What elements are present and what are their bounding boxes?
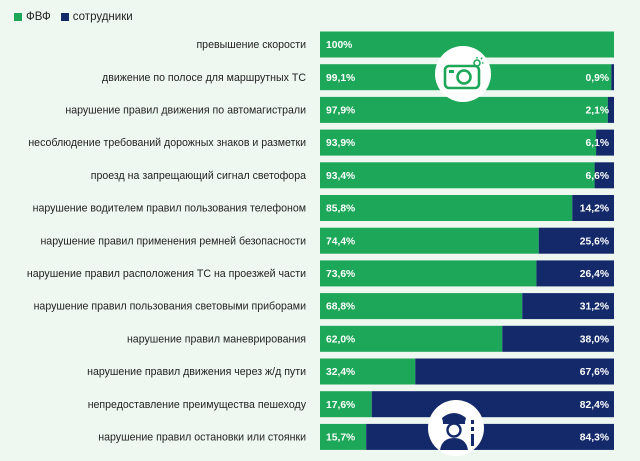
category-label: проезд на запрещающий сигнал светофора	[91, 170, 306, 182]
bar-staff	[366, 423, 614, 450]
bar-row: нарушение правил остановки или стоянки 15…	[98, 423, 614, 450]
data-label-fvf: 97,9%	[326, 106, 355, 117]
bar-row: движение по полосе для маршрутных ТС 99,1…	[102, 64, 614, 91]
bar-row: нарушение правил движения по автомагистр…	[65, 96, 614, 123]
data-label-fvf: 93,4%	[326, 171, 355, 182]
data-label-fvf: 100%	[326, 40, 352, 51]
legend-swatch-fvf	[14, 13, 22, 21]
bar-staff	[538, 227, 614, 254]
chart-legend: ФВФ сотрудники	[14, 11, 133, 23]
category-label: несоблюдение требований дорожных знаков …	[28, 137, 306, 149]
bar-row: проезд на запрещающий сигнал светофора 93…	[91, 162, 614, 189]
bar-fvf	[320, 162, 595, 189]
category-label: превышение скорости	[196, 39, 306, 51]
bar-fvf	[320, 195, 573, 221]
bar-fvf	[320, 391, 372, 418]
bar-row: нарушение правил применения ремней безоп…	[40, 227, 614, 254]
bar-row: нарушение правил маневрирования 62,0% 38,0…	[127, 325, 614, 352]
data-label-staff: 25,6%	[580, 236, 609, 247]
data-label-staff: 67,6%	[580, 367, 609, 378]
data-label-fvf: 68,8%	[326, 302, 355, 313]
category-label: нарушение правил расположения ТС на прое…	[27, 268, 306, 280]
data-label-fvf: 15,7%	[326, 433, 355, 444]
data-label-fvf: 74,4%	[326, 236, 355, 247]
bar-staff	[596, 129, 614, 156]
traffic-camera-badge	[435, 46, 491, 102]
bar-staff	[415, 358, 614, 385]
bar-staff	[607, 96, 614, 123]
data-label-staff: 14,2%	[580, 204, 609, 215]
legend-label-fvf: ФВФ	[26, 11, 51, 23]
bar-fvf	[320, 325, 503, 352]
data-label-fvf: 99,1%	[326, 73, 355, 84]
bar-row: нарушение водителем правил пользования т…	[33, 195, 614, 221]
category-label: нарушение правил применения ремней безоп…	[40, 235, 306, 247]
data-label-fvf: 32,4%	[326, 367, 355, 378]
bar-row: непредоставление преимущества пешеходу 17…	[88, 391, 614, 418]
bar-staff	[371, 391, 614, 418]
data-label-staff: 6,1%	[586, 138, 609, 149]
bar-fvf	[320, 129, 597, 156]
data-label-fvf: 17,6%	[326, 400, 355, 411]
bar-fvf	[320, 260, 537, 287]
bar-staff	[536, 260, 614, 287]
legend-item-fvf: ФВФ	[14, 11, 51, 23]
bar-row: нарушение правил пользования световыми п…	[34, 293, 614, 320]
bar-row: нарушение правил движения через ж/д пути…	[87, 358, 614, 385]
data-label-fvf: 85,8%	[326, 204, 355, 215]
bar-staff	[522, 293, 614, 320]
bar-fvf	[320, 293, 523, 320]
bar-fvf	[320, 358, 416, 385]
category-label: нарушение правил движения по автомагистр…	[65, 105, 306, 117]
data-label-fvf: 93,9%	[326, 138, 355, 149]
data-label-staff: 31,2%	[580, 302, 609, 313]
data-label-staff: 38,0%	[580, 334, 609, 345]
category-label: нарушение правил движения через ж/д пути	[87, 366, 306, 378]
data-label-staff: 6,6%	[586, 171, 609, 182]
category-label: движение по полосе для маршрутных ТС	[102, 72, 306, 84]
bar-staff	[502, 325, 614, 352]
category-label: непредоставление преимущества пешеходу	[88, 399, 307, 411]
traffic-camera-icon	[443, 57, 484, 90]
category-label: нарушение водителем правил пользования т…	[33, 203, 306, 215]
bar-row: нарушение правил расположения ТС на прое…	[27, 260, 614, 287]
bar-staff	[572, 195, 614, 221]
data-label-fvf: 73,6%	[326, 269, 355, 280]
bar-fvf	[320, 423, 367, 450]
category-label: нарушение правил пользования световыми п…	[34, 301, 306, 313]
police-officer-badge	[428, 400, 484, 456]
data-label-staff: 84,3%	[580, 433, 609, 444]
data-label-staff: 2,1%	[586, 106, 609, 117]
bar-row: превышение скорости 100%	[196, 31, 614, 58]
bar-row: несоблюдение требований дорожных знаков …	[28, 129, 614, 156]
stacked-bar-chart: превышение скорости 100% движение по полос…	[27, 31, 614, 450]
legend-label-staff: сотрудники	[72, 11, 133, 23]
police-officer-icon	[440, 413, 474, 450]
bar-staff	[594, 162, 614, 189]
category-label: нарушение правил маневрирования	[127, 333, 306, 345]
legend-item-staff: сотрудники	[60, 11, 133, 23]
category-label: нарушение правил остановки или стоянки	[98, 432, 306, 444]
data-label-fvf: 62,0%	[326, 334, 355, 345]
data-label-staff: 26,4%	[580, 269, 609, 280]
bar-fvf	[320, 227, 539, 254]
data-label-staff: 0,9%	[586, 73, 609, 84]
bar-staff	[611, 64, 614, 91]
data-label-staff: 82,4%	[580, 400, 609, 411]
legend-swatch-staff	[60, 13, 69, 21]
